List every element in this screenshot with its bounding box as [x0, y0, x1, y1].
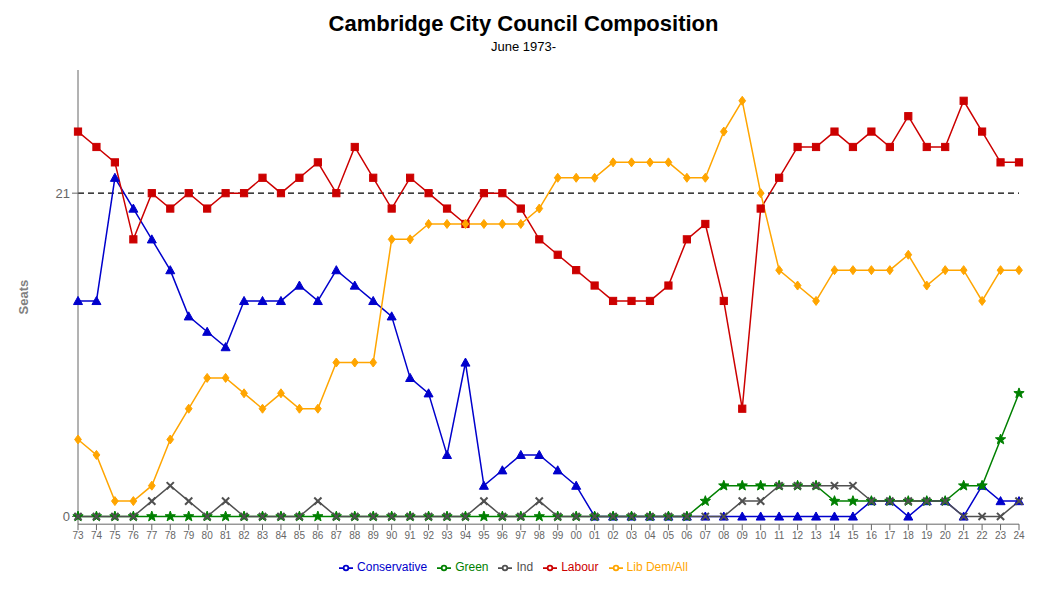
- svg-text:83: 83: [257, 530, 269, 541]
- svg-text:79: 79: [183, 530, 195, 541]
- svg-text:97: 97: [515, 530, 527, 541]
- svg-text:0: 0: [63, 509, 70, 524]
- svg-text:05: 05: [663, 530, 675, 541]
- svg-text:21: 21: [56, 186, 70, 201]
- svg-text:85: 85: [294, 530, 306, 541]
- svg-text:96: 96: [497, 530, 509, 541]
- svg-text:92: 92: [423, 530, 435, 541]
- html-text:Ind: Ind: [516, 560, 534, 575]
- svg-text:07: 07: [700, 530, 712, 541]
- svg-text:22: 22: [977, 530, 989, 541]
- svg-text:77: 77: [146, 530, 158, 541]
- svg-text:99: 99: [552, 530, 564, 541]
- svg-text:88: 88: [349, 530, 361, 541]
- svg-text:76: 76: [128, 530, 140, 541]
- svg-text:82: 82: [238, 530, 250, 541]
- svg-text:86: 86: [312, 530, 324, 541]
- svg-text:91: 91: [405, 530, 417, 541]
- svg-text:13: 13: [810, 530, 822, 541]
- svg-text:14: 14: [829, 530, 841, 541]
- html-text:Cambridge City Council Composi: Cambridge City Council Composition: [328, 11, 719, 36]
- html-text:Labour: Labour: [561, 560, 599, 575]
- svg-text:12: 12: [792, 530, 804, 541]
- svg-text:01: 01: [589, 530, 601, 541]
- svg-text:24: 24: [1013, 530, 1025, 541]
- svg-text:73: 73: [72, 530, 84, 541]
- svg-text:10: 10: [755, 530, 767, 541]
- svg-text:20: 20: [940, 530, 952, 541]
- svg-text:84: 84: [275, 530, 287, 541]
- svg-text:19: 19: [921, 530, 933, 541]
- svg-text:89: 89: [368, 530, 380, 541]
- svg-text:80: 80: [202, 530, 214, 541]
- svg-text:21: 21: [958, 530, 970, 541]
- svg-text:11: 11: [774, 530, 785, 541]
- svg-text:81: 81: [220, 530, 232, 541]
- svg-text:94: 94: [460, 530, 472, 541]
- svg-text:02: 02: [608, 530, 620, 541]
- svg-text:74: 74: [91, 530, 103, 541]
- svg-text:18: 18: [903, 530, 915, 541]
- svg-text:98: 98: [534, 530, 546, 541]
- svg-text:95: 95: [478, 530, 490, 541]
- svg-text:09: 09: [737, 530, 749, 541]
- svg-text:15: 15: [847, 530, 859, 541]
- svg-text:93: 93: [441, 530, 453, 541]
- html-text:June 1973-: June 1973-: [491, 39, 556, 54]
- svg-text:03: 03: [626, 530, 638, 541]
- svg-text:90: 90: [386, 530, 398, 541]
- html-text:Lib Dem/All: Lib Dem/All: [626, 560, 688, 575]
- html-text:Conservative: Conservative: [357, 560, 428, 575]
- svg-text:00: 00: [571, 530, 583, 541]
- svg-text:08: 08: [718, 530, 730, 541]
- svg-text:04: 04: [644, 530, 656, 541]
- svg-text:16: 16: [866, 530, 878, 541]
- svg-text:78: 78: [165, 530, 177, 541]
- svg-text:87: 87: [331, 530, 343, 541]
- html-text:Green: Green: [455, 560, 489, 575]
- svg-text:23: 23: [995, 530, 1007, 541]
- svg-text:Seats: Seats: [16, 280, 31, 315]
- svg-text:17: 17: [884, 530, 896, 541]
- svg-text:06: 06: [681, 530, 693, 541]
- svg-text:75: 75: [109, 530, 121, 541]
